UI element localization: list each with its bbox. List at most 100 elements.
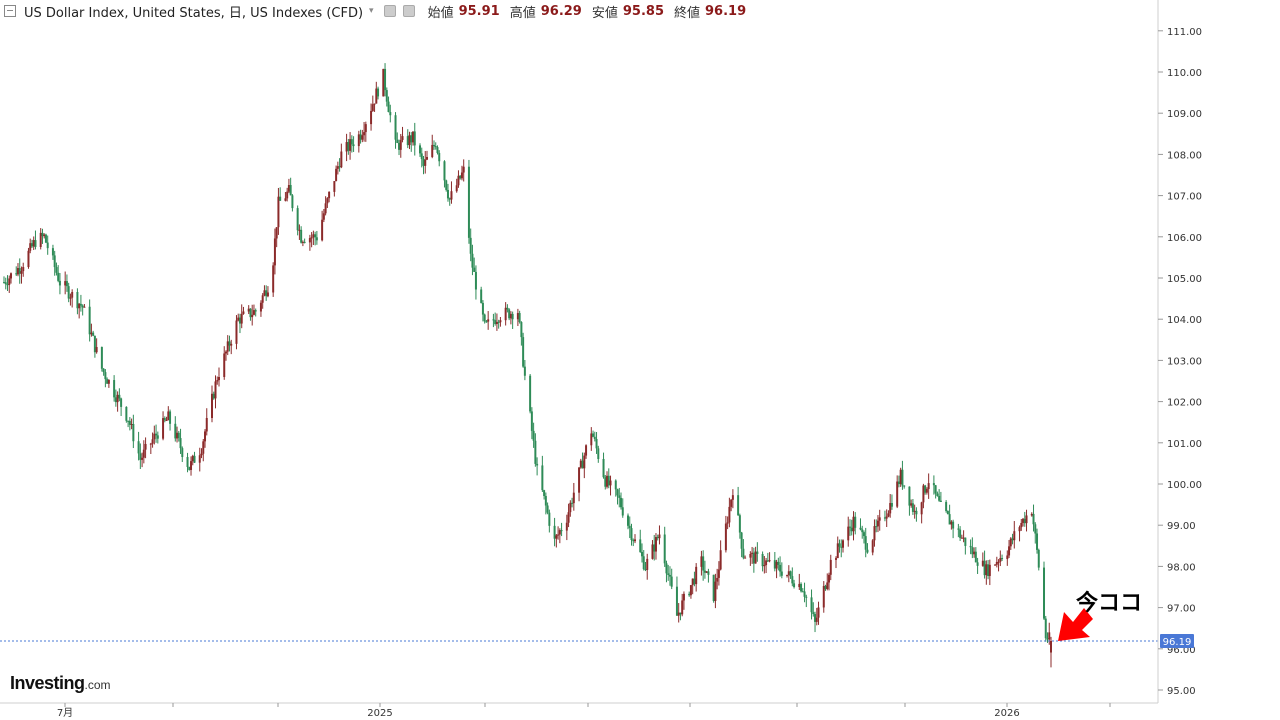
candle-body	[558, 530, 561, 535]
candle-body	[277, 196, 280, 228]
candle-body	[805, 596, 808, 598]
candle-body	[518, 313, 521, 323]
candle-body	[1022, 518, 1025, 523]
candle-body	[960, 537, 963, 539]
candle-body	[677, 612, 680, 616]
hide-icon[interactable]	[402, 5, 415, 17]
candle-body	[689, 585, 692, 596]
candle-body	[693, 578, 696, 585]
candle-body	[149, 443, 152, 445]
candle-body	[516, 313, 519, 320]
high-label: 高値	[509, 5, 536, 21]
candle-body	[922, 485, 925, 503]
candle-body	[289, 185, 292, 196]
candle-body	[976, 562, 979, 566]
candle-body	[469, 237, 472, 254]
candle-body	[326, 198, 329, 204]
candle-body	[1008, 546, 1011, 556]
candle-body	[144, 443, 147, 450]
candle-body	[817, 607, 820, 618]
candle-body	[494, 320, 497, 325]
candle-body	[712, 574, 715, 601]
candle-body	[254, 310, 257, 312]
price-axis[interactable]: 111.00 110.00 109.00 108.00 107.00 106.00 105.…	[0, 0, 1202, 704]
candle-body	[814, 614, 817, 622]
candle-body	[377, 88, 380, 97]
candle-body	[691, 578, 694, 586]
y-tick-label: 111.00	[1167, 27, 1202, 38]
candle-body	[128, 420, 131, 425]
open-value: 95.91	[458, 3, 500, 19]
candle-body	[394, 115, 397, 140]
candle-body	[324, 203, 327, 214]
candle-body	[419, 145, 422, 154]
candle-body	[583, 455, 586, 469]
candle-body	[803, 591, 806, 597]
candle-body	[934, 485, 937, 494]
candle-body	[363, 132, 366, 136]
y-tick-label: 100.00	[1167, 480, 1202, 491]
candle-body	[432, 144, 435, 147]
candle-body	[22, 267, 25, 272]
candle-body	[345, 142, 348, 152]
candle-body	[973, 551, 976, 555]
candle-body	[791, 576, 794, 584]
chevron-down-icon[interactable]: ▾	[369, 6, 374, 16]
candle-body	[847, 526, 850, 541]
candle-body	[492, 319, 495, 321]
candle-body	[592, 433, 595, 437]
candle-body	[957, 528, 960, 530]
time-axis[interactable]: 7月 2025 2026	[57, 703, 1111, 719]
candle-body	[899, 469, 902, 485]
candle-body	[665, 563, 668, 574]
candle-body	[642, 556, 645, 570]
candle-body	[9, 273, 12, 279]
candle-body	[679, 612, 682, 615]
candle-body	[585, 445, 588, 456]
candle-body	[633, 539, 636, 542]
candle-body	[198, 455, 201, 463]
candle-body	[915, 510, 918, 515]
candle-body	[44, 234, 47, 243]
candle-body	[406, 136, 409, 146]
candle-body	[249, 308, 252, 318]
candle-body	[373, 103, 376, 105]
settings-icon[interactable]	[383, 5, 396, 17]
candle-body	[700, 556, 703, 567]
candle-body	[939, 500, 942, 502]
low-label: 安値	[591, 5, 618, 21]
collapse-icon[interactable]	[4, 5, 16, 17]
candle-body	[871, 540, 874, 553]
candle-body	[740, 532, 743, 549]
candle-body	[640, 551, 643, 557]
candle-body	[946, 510, 949, 515]
candle-body	[480, 289, 483, 303]
candle-body	[828, 574, 831, 583]
candle-body	[107, 380, 110, 384]
candle-body	[883, 517, 886, 519]
candle-body	[717, 569, 720, 578]
candle-body	[964, 537, 967, 546]
candle-body	[371, 104, 374, 111]
candle-body	[675, 586, 678, 616]
candle-body	[815, 617, 818, 622]
candle-body	[132, 423, 135, 442]
candle-body	[606, 475, 609, 487]
candle-body	[866, 549, 869, 553]
candle-body	[848, 526, 851, 528]
candle-body	[522, 337, 525, 367]
candle-body	[95, 347, 98, 353]
instrument-title[interactable]: US Dollar Index, United States, 日, US In…	[24, 5, 364, 21]
candle-body	[287, 185, 290, 192]
candle-body	[237, 317, 240, 321]
candle-body	[51, 248, 54, 256]
candle-body	[448, 198, 451, 200]
annotation-label: 今ココ	[1076, 591, 1143, 616]
candle-body	[460, 172, 463, 179]
candle-body	[572, 492, 575, 504]
candle-body	[212, 393, 215, 399]
candle-body	[838, 543, 841, 547]
candle-body	[266, 292, 269, 297]
candle-body	[716, 577, 719, 582]
